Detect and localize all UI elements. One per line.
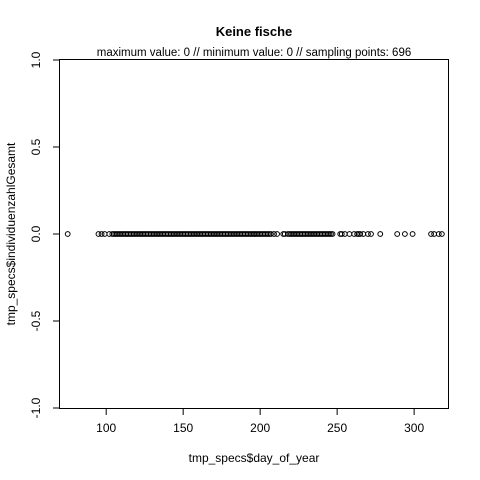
data-point [95, 231, 102, 237]
x-tick-label: 200 [250, 421, 270, 435]
x-tick-label: 250 [327, 421, 347, 435]
y-tick-label: -0.5 [29, 310, 43, 331]
data-point [377, 231, 384, 237]
x-tick-label: 150 [173, 421, 193, 435]
data-point [409, 231, 416, 237]
data-point [341, 231, 348, 237]
x-tick-label: 100 [96, 421, 116, 435]
data-point [101, 231, 108, 237]
chart-subtitle: maximum value: 0 // minimum value: 0 // … [97, 47, 411, 59]
data-point [360, 231, 367, 237]
data-point [394, 231, 401, 237]
x-tick-label: 300 [404, 421, 424, 435]
y-tick-label: 0.5 [29, 138, 43, 155]
data-point [401, 231, 408, 237]
x-axis: 100 150 200 250 300 [96, 408, 424, 435]
data-points [64, 231, 445, 237]
data-point [357, 231, 364, 237]
x-axis-label: tmp_specs$day_of_year [189, 451, 320, 465]
data-point [435, 231, 442, 237]
data-point [365, 231, 371, 237]
y-axis: -1.0 -0.5 0.0 0.5 1.0 [29, 51, 60, 418]
data-point [268, 231, 274, 237]
data-point [274, 231, 280, 237]
data-point [346, 231, 353, 237]
y-tick-label: 1.0 [29, 51, 43, 68]
data-point [64, 231, 71, 237]
data-point [431, 231, 438, 237]
y-tick-label: -1.0 [29, 397, 43, 418]
data-point [271, 231, 277, 237]
data-point [338, 231, 345, 237]
data-point [368, 231, 374, 237]
data-point [329, 231, 336, 237]
data-point [98, 231, 105, 237]
data-point [438, 231, 445, 237]
data-point [428, 231, 434, 237]
y-axis-label: tmp_specs$individuenzahlGesamt [4, 142, 18, 325]
chart-title: Keine fische [216, 24, 293, 39]
y-tick-label: 0.0 [29, 225, 43, 242]
